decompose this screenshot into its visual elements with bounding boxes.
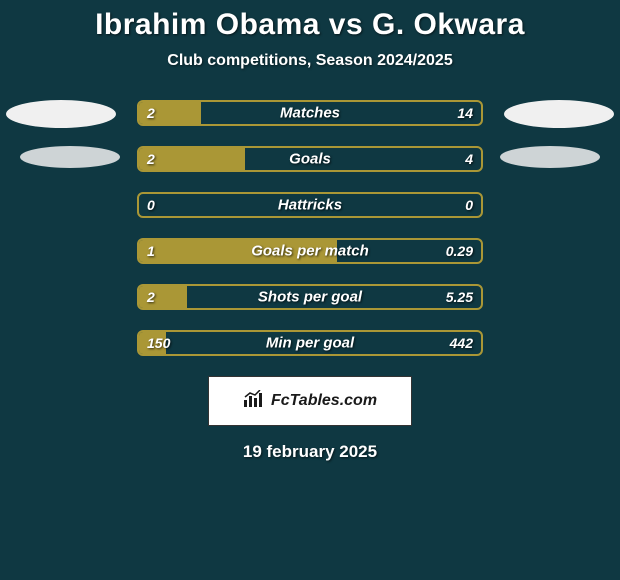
subtitle: Club competitions, Season 2024/2025 [0,52,620,70]
chart-area: 2Matches14 2Goals4 0Hattricks0 1Goals per m… [0,100,620,356]
stat-label: Min per goal [139,335,481,352]
brand-text: FcTables.com [271,392,377,410]
stat-bar: 2Goals4 [137,146,483,172]
team-logo-left-1 [6,100,116,128]
stat-bar: 2Shots per goal5.25 [137,284,483,310]
stat-value-right: 4 [465,151,473,167]
stat-label: Hattricks [139,197,481,214]
stat-label: Goals per match [139,243,481,260]
stat-value-right: 5.25 [446,289,473,305]
stat-label: Goals [139,151,481,168]
stat-value-right: 0 [465,197,473,213]
comparison-infographic: Ibrahim Obama vs G. Okwara Club competit… [0,0,620,462]
stat-bar: 0Hattricks0 [137,192,483,218]
stat-bar: 1Goals per match0.29 [137,238,483,264]
date-text: 19 february 2025 [0,442,620,462]
page-title: Ibrahim Obama vs G. Okwara [0,8,620,42]
brand-chart-icon [243,390,265,413]
stat-value-right: 14 [457,105,473,121]
stat-value-right: 442 [450,335,473,351]
brand-badge: FcTables.com [208,376,412,426]
team-logo-right-2 [500,146,600,168]
team-logo-left-2 [20,146,120,168]
stat-bar: 150Min per goal442 [137,330,483,356]
bars-container: 2Matches14 2Goals4 0Hattricks0 1Goals per m… [137,100,483,356]
team-logo-right-1 [504,100,614,128]
stat-label: Matches [139,105,481,122]
stat-value-right: 0.29 [446,243,473,259]
stat-label: Shots per goal [139,289,481,306]
stat-bar: 2Matches14 [137,100,483,126]
